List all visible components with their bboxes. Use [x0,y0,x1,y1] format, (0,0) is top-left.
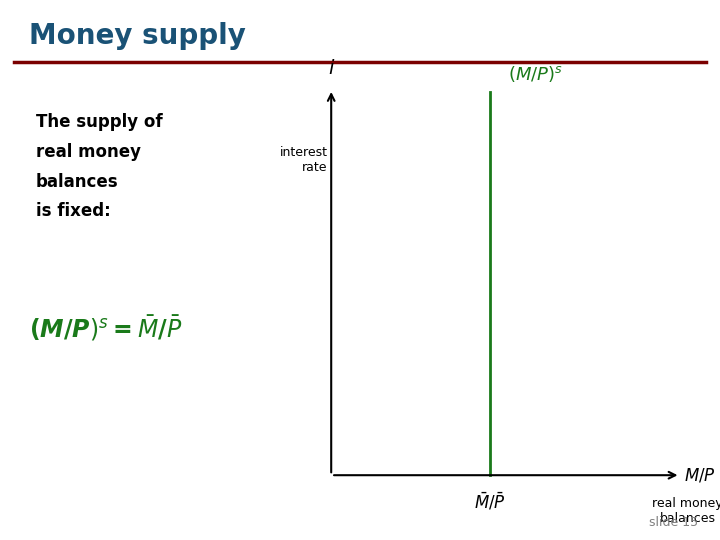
Text: $\boldsymbol{(M/P)^s = \bar{M}/\bar{P}}$: $\boldsymbol{(M/P)^s = \bar{M}/\bar{P}}$ [29,313,182,343]
Text: is fixed:: is fixed: [36,202,111,220]
Text: $\bar{M}/\bar{P}$: $\bar{M}/\bar{P}$ [474,491,505,513]
Text: real money
balances: real money balances [652,497,720,525]
Text: real money: real money [36,143,141,161]
Text: $\it{i}$: $\it{i}$ [328,59,335,78]
Text: interest
rate: interest rate [279,146,328,174]
Text: Money supply: Money supply [29,22,246,50]
Text: $\mathbf{\mathit{M/P}}$: $\mathbf{\mathit{M/P}}$ [684,466,716,484]
Text: slide 15: slide 15 [649,516,698,529]
Text: The supply of: The supply of [36,113,163,131]
Text: balances: balances [36,173,119,191]
Text: $\mathbf{\mathit{(M/P)^s}}$: $\mathbf{\mathit{(M/P)^s}}$ [508,64,562,84]
